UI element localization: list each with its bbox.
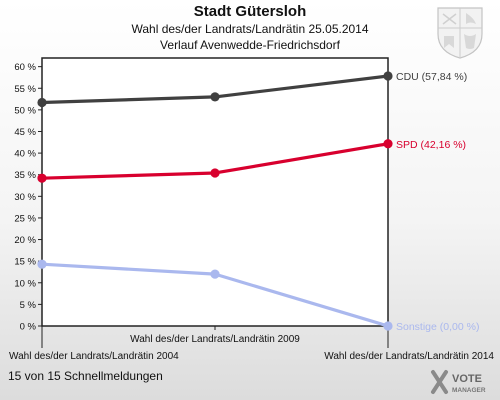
report-status: 15 von 15 Schnellmeldungen — [8, 369, 163, 383]
ballot-cross-icon — [431, 370, 448, 394]
y-tick-label: 0 % — [20, 322, 37, 333]
y-tick-label: 45 % — [14, 127, 36, 138]
plot-area — [41, 57, 389, 327]
series-end-label-cdu: CDU (57,84 %) — [396, 71, 467, 83]
logo-line2: MANAGER — [452, 387, 486, 394]
series-end-label-sonstige: Sonstige (0,00 %) — [396, 321, 479, 333]
x-category-label: Wahl des/der Landrats/Landrätin 2014 — [324, 351, 494, 362]
page-title: Stadt Gütersloh — [193, 3, 307, 20]
x-category-label: Wahl des/der Landrats/Landrätin 2009 — [130, 334, 300, 345]
data-point-spd — [383, 139, 393, 149]
y-tick-label: 40 % — [14, 149, 36, 160]
data-point-sonstige — [383, 321, 393, 331]
y-tick-label: 60 % — [14, 62, 36, 73]
y-tick-label: 35 % — [14, 170, 36, 181]
chart-subtitle-election: Wahl des/der Landrats/Landrätin 25.05.20… — [131, 22, 369, 36]
data-point-sonstige — [210, 269, 220, 279]
data-point-cdu — [210, 92, 220, 102]
y-tick-label: 20 % — [14, 235, 36, 246]
x-category-label: Wahl des/der Landrats/Landrätin 2004 — [9, 351, 179, 362]
y-tick-label: 55 % — [14, 84, 36, 95]
y-tick-label: 15 % — [14, 257, 36, 268]
data-point-sonstige — [37, 259, 47, 269]
coat-of-arms-icon — [437, 7, 483, 59]
y-tick-label: 50 % — [14, 105, 36, 116]
y-tick-label: 5 % — [20, 300, 37, 311]
series-end-label-spd: SPD (42,16 %) — [396, 139, 466, 151]
data-point-cdu — [383, 71, 393, 81]
chart-subtitle-district: Verlauf Avenwedde-Friedrichsdorf — [160, 38, 340, 52]
data-point-spd — [37, 173, 47, 183]
logo-line1: VOTE — [452, 373, 482, 385]
y-tick-label: 25 % — [14, 213, 36, 224]
vote-manager-logo: VOTE MANAGER — [431, 370, 486, 394]
y-tick-label: 30 % — [14, 192, 36, 203]
data-point-cdu — [37, 97, 47, 108]
data-point-spd — [210, 168, 220, 178]
y-tick-label: 10 % — [14, 278, 36, 289]
